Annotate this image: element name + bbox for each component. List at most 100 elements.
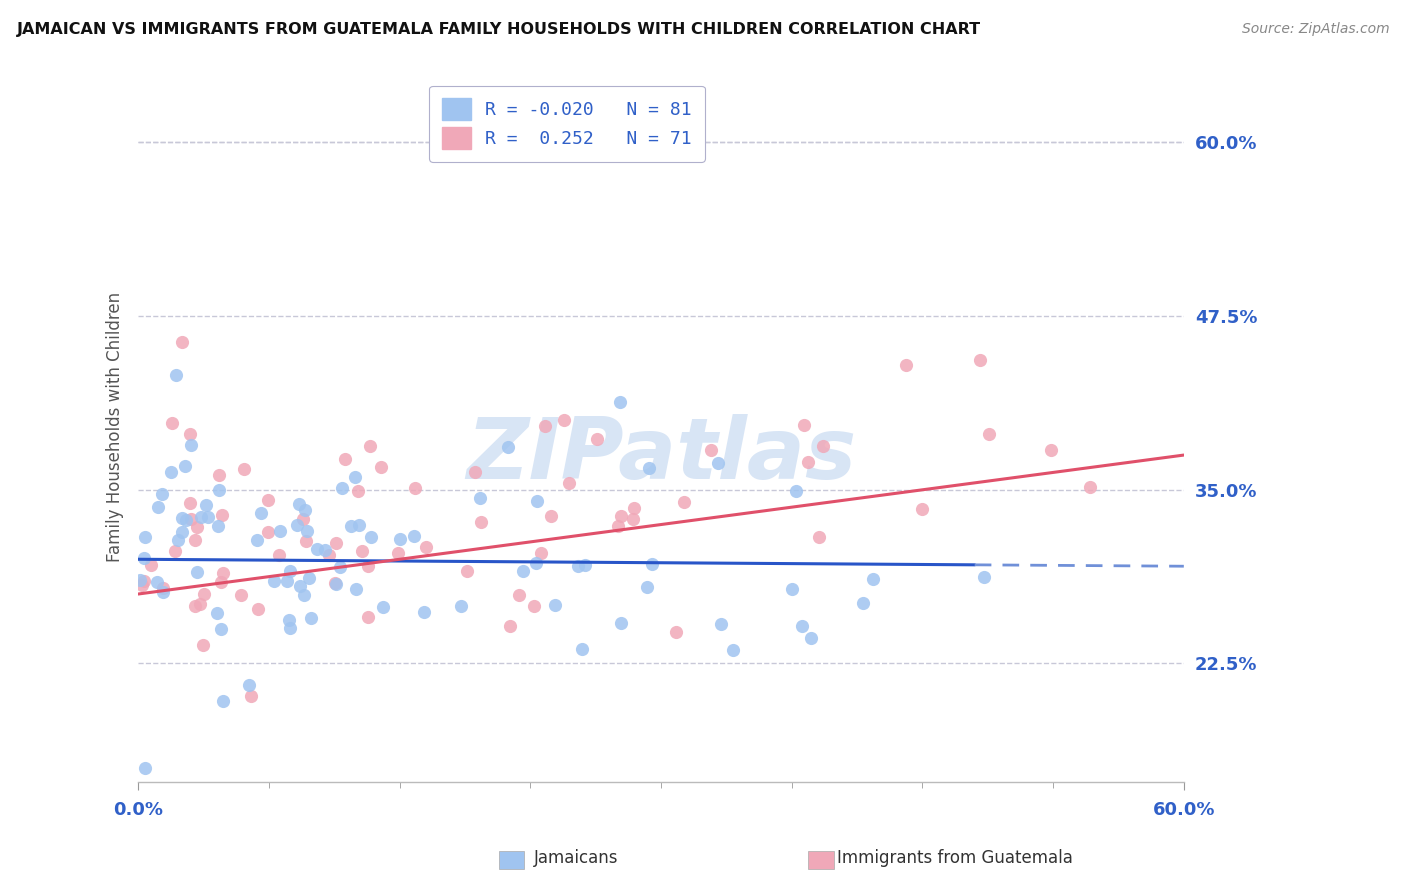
Point (292, 588, 315, 602)
Point (186, 519, 208, 533)
Point (621, 512, 644, 526)
Point (807, 530, 830, 544)
Point (780, 582, 803, 596)
Point (636, 581, 658, 595)
Point (800, 631, 823, 645)
Point (610, 615, 633, 630)
Point (357, 559, 380, 574)
Point (152, 585, 174, 599)
Point (553, 413, 575, 427)
Legend: R = -0.020   N = 81, R =  0.252   N = 71: R = -0.020 N = 81, R = 0.252 N = 71 (429, 86, 704, 162)
Point (186, 566, 208, 580)
Point (184, 599, 207, 613)
Text: JAMAICAN VS IMMIGRANTS FROM GUATEMALA FAMILY HOUSEHOLDS WITH CHILDREN CORRELATIO: JAMAICAN VS IMMIGRANTS FROM GUATEMALA FA… (17, 22, 981, 37)
Point (329, 559, 352, 574)
Point (180, 438, 202, 452)
Point (139, 558, 162, 572)
Point (287, 517, 309, 532)
Text: ZIPatlas: ZIPatlas (465, 414, 856, 497)
Point (524, 556, 547, 570)
Point (707, 456, 730, 470)
Point (278, 564, 301, 578)
Point (267, 548, 290, 562)
Point (239, 689, 262, 703)
Point (969, 353, 991, 368)
Point (641, 558, 664, 572)
Point (256, 524, 278, 539)
Point (359, 439, 381, 453)
Point (721, 642, 744, 657)
Point (179, 427, 201, 442)
Point (132, 574, 155, 589)
Point (585, 433, 607, 447)
Point (184, 533, 207, 547)
Point (512, 564, 534, 578)
Point (508, 588, 530, 602)
Point (357, 610, 380, 624)
Point (530, 546, 553, 560)
Point (193, 587, 215, 601)
Point (567, 559, 589, 574)
Point (543, 598, 565, 612)
Point (785, 483, 807, 498)
Point (211, 508, 233, 522)
Point (207, 606, 229, 620)
Point (174, 459, 197, 474)
Point (180, 512, 202, 526)
Point (344, 582, 367, 597)
Point (339, 518, 361, 533)
Point (188, 597, 211, 611)
Point (193, 638, 215, 652)
Point (295, 533, 318, 548)
Point (973, 570, 995, 584)
Point (209, 575, 232, 590)
Point (174, 513, 197, 527)
Point (207, 519, 229, 533)
Point (333, 451, 356, 466)
Point (247, 602, 270, 616)
Point (894, 358, 917, 372)
Point (911, 501, 934, 516)
Point (134, 530, 156, 544)
Point (347, 484, 370, 499)
Point (710, 616, 733, 631)
Point (299, 610, 322, 624)
Point (415, 540, 437, 554)
Point (574, 558, 596, 572)
Point (792, 619, 814, 633)
Point (195, 499, 218, 513)
Point (291, 512, 314, 526)
Point (160, 417, 183, 431)
Point (793, 418, 815, 433)
Point (295, 524, 318, 538)
Point (607, 519, 630, 533)
Y-axis label: Family Households with Children: Family Households with Children (107, 293, 124, 562)
Point (557, 475, 579, 490)
Point (609, 395, 631, 409)
Point (314, 543, 336, 558)
Point (1039, 442, 1062, 457)
Point (148, 500, 170, 515)
Point (470, 515, 492, 529)
Point (623, 501, 645, 516)
Point (979, 427, 1001, 442)
Point (811, 439, 834, 453)
Point (412, 605, 434, 619)
Point (325, 535, 347, 549)
Point (540, 508, 562, 523)
Point (152, 581, 174, 595)
Point (672, 494, 695, 508)
Point (571, 642, 593, 657)
Text: Jamaicans: Jamaicans (534, 849, 619, 867)
Point (360, 530, 382, 544)
Point (330, 481, 353, 495)
Point (343, 470, 366, 484)
Point (665, 625, 688, 640)
Point (238, 678, 260, 692)
Point (389, 532, 412, 546)
Point (269, 524, 291, 538)
Text: Immigrants from Guatemala: Immigrants from Guatemala (837, 849, 1073, 867)
Point (470, 491, 492, 505)
Point (170, 511, 193, 525)
Point (499, 619, 522, 633)
